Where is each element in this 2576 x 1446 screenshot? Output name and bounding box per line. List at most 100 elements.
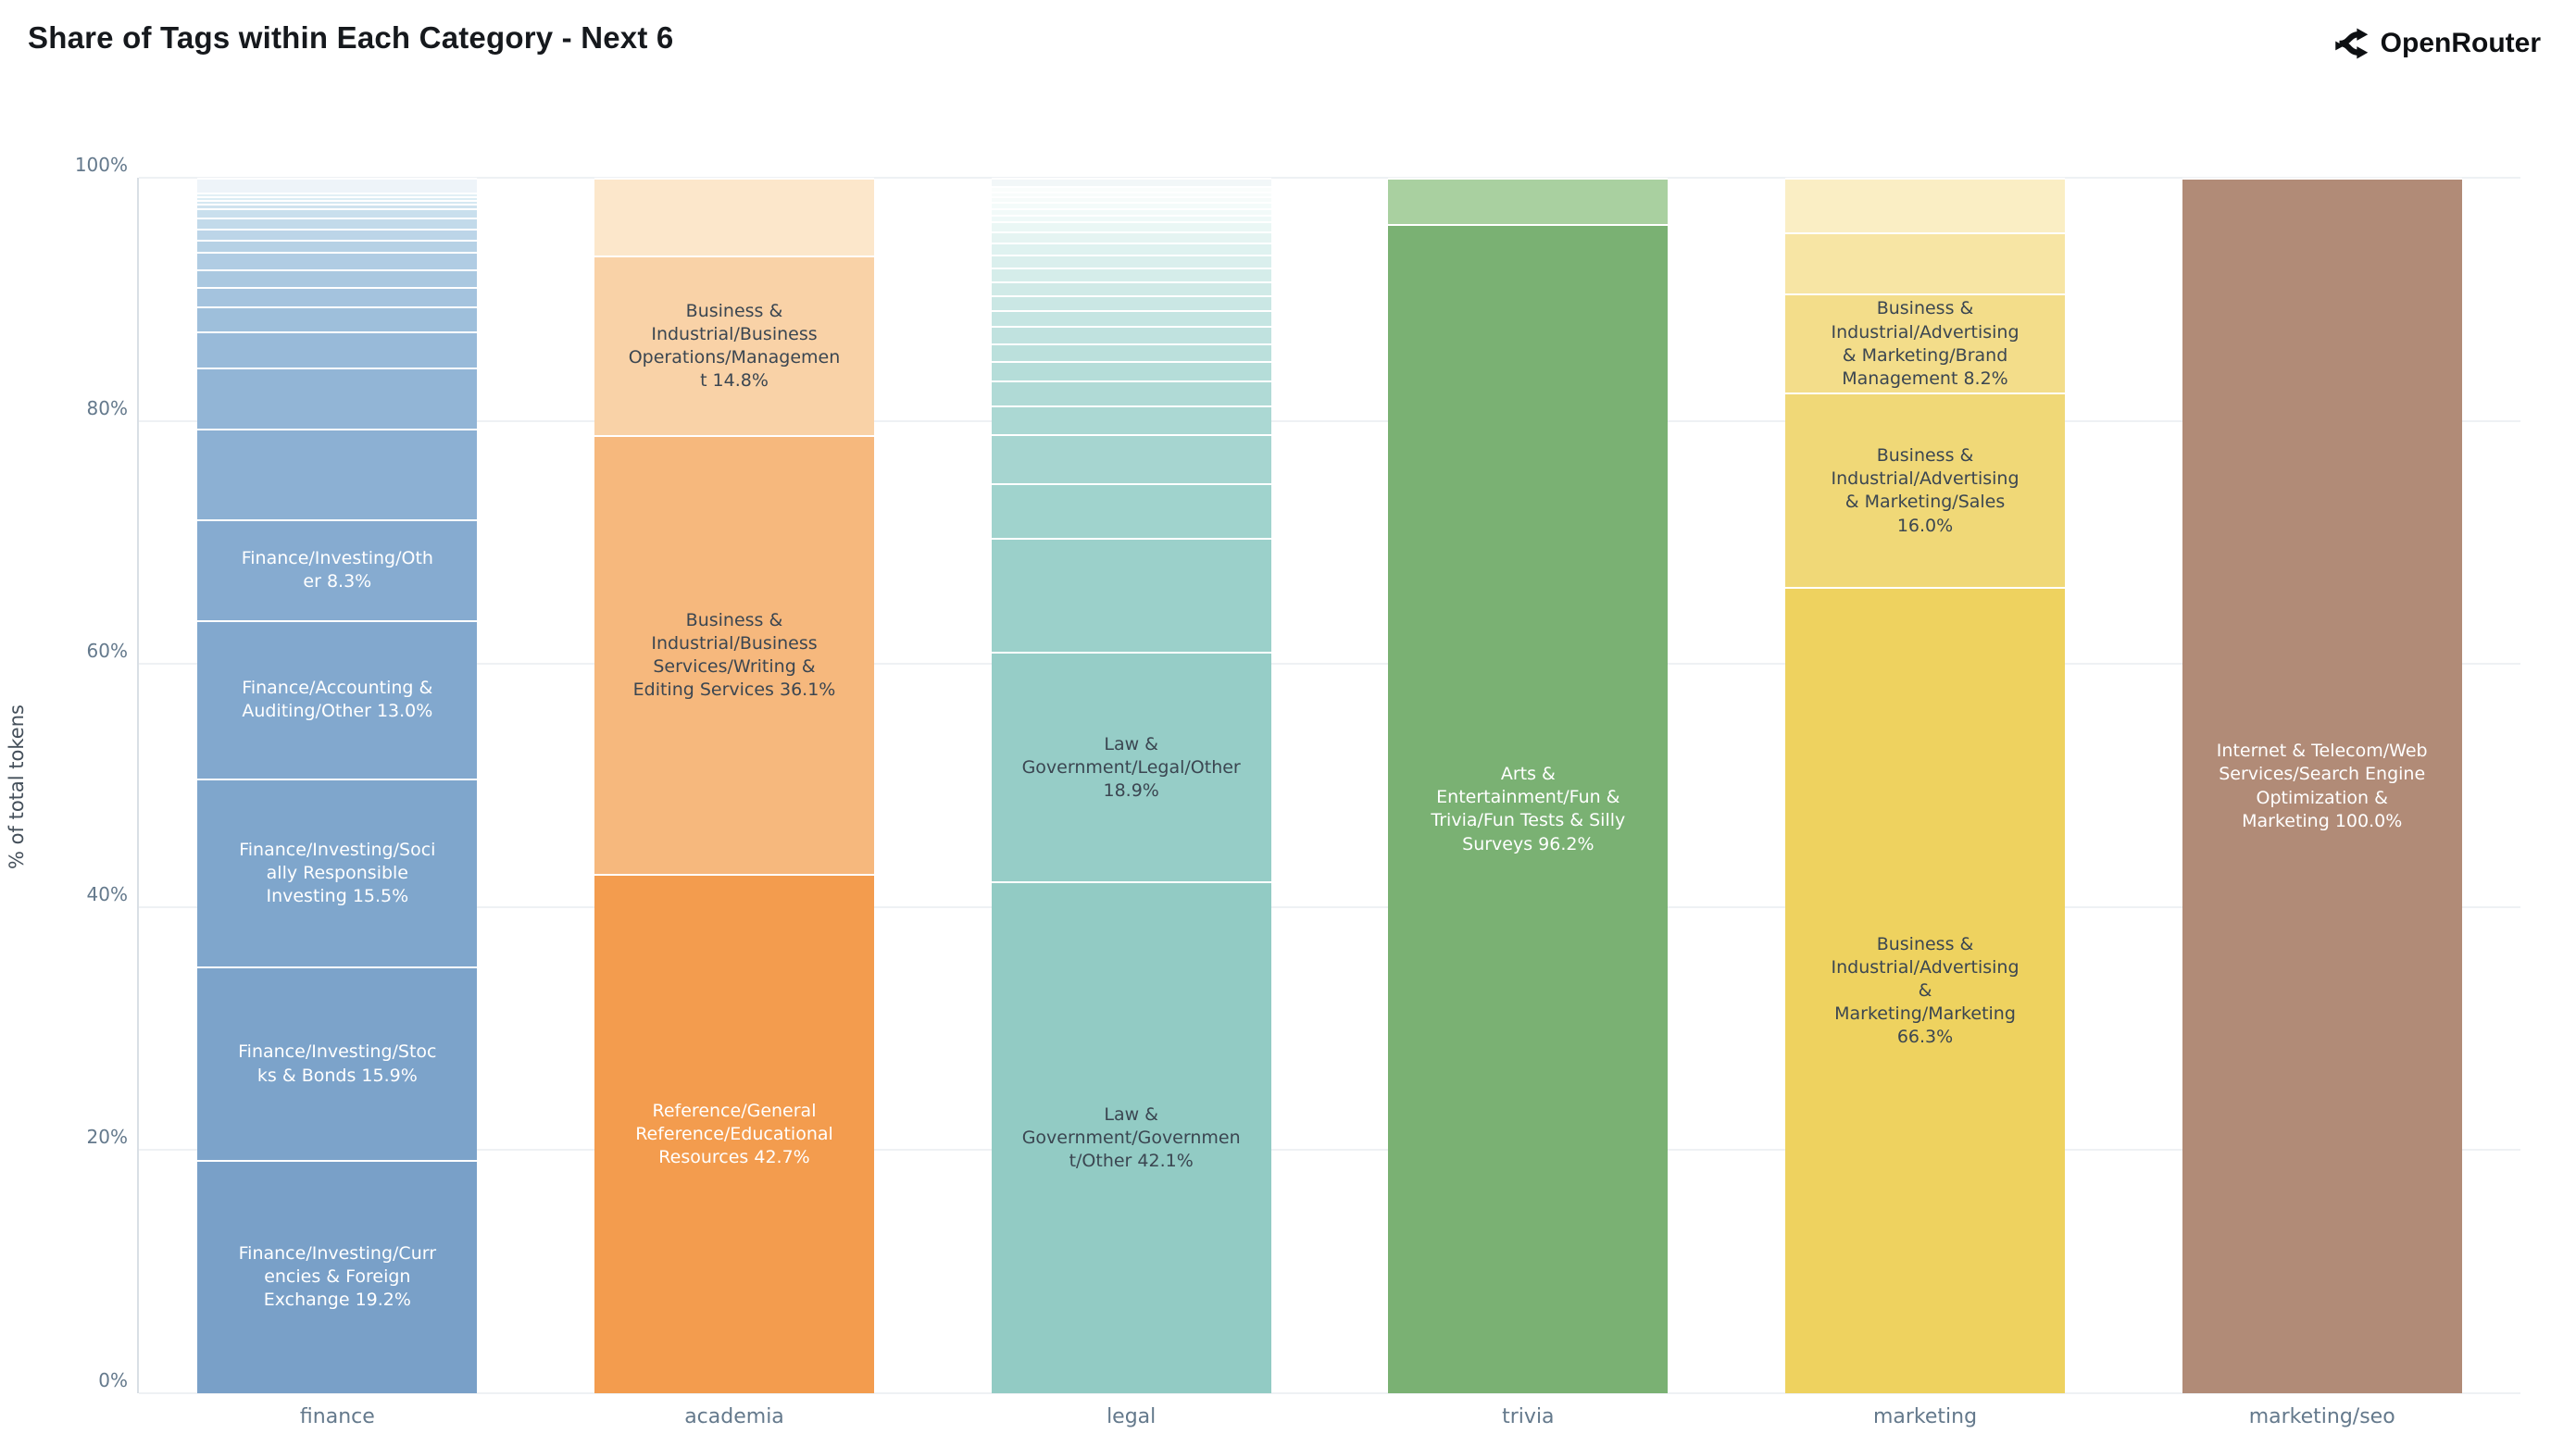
- bar-slot-marketing: Business & Industrial/Advertising & Mark…: [1727, 178, 2124, 1393]
- segment-label: Finance/Investing/Stocks & Bonds 15.9%: [238, 1041, 437, 1086]
- bar-segment[interactable]: [197, 240, 478, 253]
- bar-slot-marketing/seo: Internet & Telecom/Web Services/Search E…: [2123, 178, 2520, 1393]
- bar-segment[interactable]: [197, 192, 478, 196]
- bar-segment[interactable]: [991, 191, 1271, 196]
- bar-slot-trivia: Arts & Entertainment/Fun & Trivia/Fun Te…: [1330, 178, 1727, 1393]
- bar-segment[interactable]: [991, 434, 1271, 483]
- bar-segment[interactable]: [991, 207, 1271, 215]
- bar-segment[interactable]: [991, 482, 1271, 538]
- y-axis-ticks: 0% 20% 40% 60% 80% 100%: [0, 154, 128, 1393]
- bar-segment[interactable]: [197, 252, 478, 269]
- bar-segment[interactable]: [197, 229, 478, 241]
- segment-label: Finance/Investing/Other 8.3%: [241, 548, 433, 592]
- category-label-trivia: trivia: [1502, 1405, 1555, 1428]
- bar-segment[interactable]: [991, 295, 1271, 311]
- bar-segment[interactable]: [991, 242, 1271, 255]
- category-label-academia: academia: [684, 1405, 784, 1428]
- bar-segment[interactable]: [991, 221, 1271, 231]
- bar-segment[interactable]: Finance/Investing/Currencies & Foreign E…: [197, 1159, 478, 1393]
- bar-segment[interactable]: [991, 280, 1271, 296]
- segment-label: Law & Government/Government/Other 42.1%: [1021, 1104, 1241, 1172]
- bar-segment[interactable]: Law & Government/Legal/Other 18.9%: [991, 652, 1271, 882]
- bar-segment[interactable]: [1388, 178, 1669, 224]
- bar-segment[interactable]: [991, 310, 1271, 327]
- bar-segment[interactable]: [197, 203, 478, 208]
- segment-label: Finance/Accounting & Auditing/Other 13.0…: [242, 678, 433, 722]
- bar-segment[interactable]: [991, 202, 1271, 208]
- segment-label: Internet & Telecom/Web Services/Search E…: [2216, 741, 2428, 831]
- bar-segment[interactable]: Business & Industrial/Advertising & Mark…: [1785, 587, 2066, 1393]
- bar-segment[interactable]: [991, 268, 1271, 281]
- bar-segment[interactable]: [991, 195, 1271, 203]
- bar-segment[interactable]: [197, 428, 478, 519]
- gridline-60: [139, 663, 2520, 666]
- bar-segment[interactable]: Law & Government/Government/Other 42.1%: [991, 881, 1271, 1393]
- bar-marketing: Business & Industrial/Advertising & Mark…: [1785, 178, 2066, 1393]
- bars-container: Finance/Investing/Currencies & Foreign E…: [139, 178, 2520, 1393]
- bar-segment[interactable]: [197, 199, 478, 204]
- bar-segment[interactable]: [197, 367, 478, 429]
- page-title: Share of Tags within Each Category - Nex…: [28, 20, 674, 55]
- y-tick-0: 0%: [98, 1369, 128, 1391]
- bar-segment[interactable]: Finance/Investing/Socially Responsible I…: [197, 778, 478, 967]
- y-tick-20: 20%: [86, 1126, 128, 1149]
- brand-name: OpenRouter: [2380, 28, 2541, 58]
- bar-segment[interactable]: [991, 214, 1271, 222]
- gridline-20: [139, 1149, 2520, 1152]
- openrouter-icon: [2334, 28, 2368, 59]
- category-label-marketing/seo: marketing/seo: [2248, 1405, 2395, 1428]
- segment-label: Law & Government/Legal/Other 18.9%: [1021, 733, 1241, 801]
- bar-segment[interactable]: Business & Industrial/Advertising & Mark…: [1785, 393, 2066, 588]
- bar-slot-finance: Finance/Investing/Currencies & Foreign E…: [139, 178, 536, 1393]
- y-axis-line: [137, 178, 139, 1393]
- bar-segment[interactable]: [991, 405, 1271, 435]
- bar-segment[interactable]: [197, 287, 478, 307]
- bar-segment[interactable]: [991, 178, 1271, 187]
- gridline-100: [139, 177, 2520, 179]
- bar-segment[interactable]: Reference/General Reference/Educational …: [594, 874, 874, 1393]
- category-label-finance: finance: [299, 1405, 375, 1428]
- bar-segment[interactable]: Business & Industrial/Business Operation…: [594, 256, 874, 436]
- segment-label: Business & Industrial/Advertising & Mark…: [1831, 934, 2020, 1048]
- bar-segment[interactable]: Finance/Accounting & Auditing/Other 13.0…: [197, 619, 478, 779]
- bar-segment[interactable]: [197, 218, 478, 230]
- bar-segment[interactable]: [991, 537, 1271, 653]
- bar-segment[interactable]: [594, 178, 874, 256]
- bar-legal: Law & Government/Government/Other 42.1% L…: [991, 178, 1271, 1393]
- segment-label: Finance/Investing/Currencies & Foreign E…: [238, 1243, 437, 1311]
- y-tick-40: 40%: [86, 882, 128, 905]
- y-tick-60: 60%: [86, 640, 128, 663]
- plot-area: Finance/Investing/Currencies & Foreign E…: [137, 177, 2520, 1394]
- bar-segment[interactable]: [197, 306, 478, 331]
- bar-segment[interactable]: [991, 231, 1271, 243]
- bar-segment[interactable]: [197, 195, 478, 200]
- bar-segment[interactable]: [197, 207, 478, 218]
- bar-segment[interactable]: [991, 186, 1271, 192]
- bar-slot-academia: Reference/General Reference/Educational …: [536, 178, 933, 1393]
- segment-label: Reference/General Reference/Educational …: [635, 1101, 833, 1168]
- gridline-80: [139, 419, 2520, 422]
- bar-segment[interactable]: Finance/Investing/Other 8.3%: [197, 518, 478, 620]
- bar-segment[interactable]: Finance/Investing/Stocks & Bonds 15.9%: [197, 966, 478, 1160]
- bar-segment[interactable]: [991, 361, 1271, 381]
- bar-segment[interactable]: [991, 326, 1271, 343]
- segment-label: Finance/Investing/Socially Responsible I…: [239, 839, 436, 906]
- bar-segment[interactable]: [197, 178, 478, 193]
- bar-segment[interactable]: [991, 254, 1271, 268]
- bar-segment[interactable]: [1785, 232, 2066, 293]
- bar-segment[interactable]: Business & Industrial/Advertising & Mark…: [1785, 293, 2066, 393]
- bar-segment[interactable]: [197, 330, 478, 368]
- brand-logo: OpenRouter: [2331, 24, 2541, 63]
- bar-segment[interactable]: [991, 343, 1271, 362]
- bar-slot-legal: Law & Government/Government/Other 42.1% L…: [932, 178, 1330, 1393]
- bar-segment[interactable]: Arts & Entertainment/Fun & Trivia/Fun Te…: [1388, 223, 1669, 1393]
- bar-segment[interactable]: [197, 268, 478, 288]
- bar-academia: Reference/General Reference/Educational …: [594, 178, 874, 1393]
- y-tick-80: 80%: [86, 396, 128, 419]
- bar-segment[interactable]: Business & Industrial/Business Services/…: [594, 435, 874, 875]
- bar-segment[interactable]: [991, 380, 1271, 405]
- bar-segment[interactable]: [1785, 178, 2066, 233]
- segment-label: Business & Industrial/Business Operation…: [628, 301, 841, 392]
- bar-segment[interactable]: Internet & Telecom/Web Services/Search E…: [2182, 178, 2462, 1393]
